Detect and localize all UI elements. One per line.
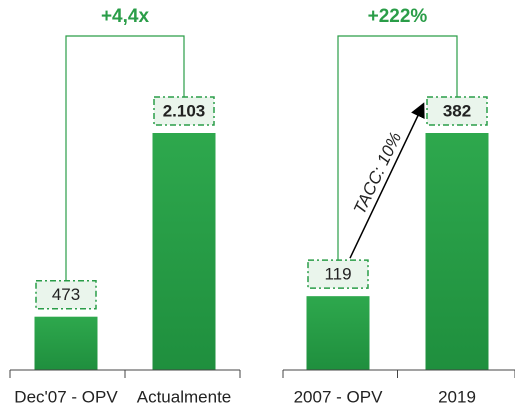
- bar: [306, 296, 370, 370]
- value-label: 473: [52, 285, 80, 304]
- value-label-box: [426, 96, 488, 126]
- value-label: 119: [324, 265, 351, 284]
- value-label: 2.103: [163, 101, 206, 120]
- value-label: 382: [443, 101, 471, 120]
- bar: [425, 133, 489, 370]
- bracket: [337, 35, 458, 261]
- value-label-box: [153, 96, 215, 126]
- bracket: [65, 35, 185, 281]
- annotation: +4,4x: [101, 6, 150, 27]
- x-tick-label: Actualmente: [137, 387, 232, 406]
- x-tick-label: 2007 - OPV: [294, 387, 383, 406]
- value-label-box: [35, 279, 97, 310]
- x-tick-label: Dec'07 - OPV: [14, 387, 118, 406]
- trend-arrow: [349, 102, 425, 259]
- trend-label: TACC: 10%: [350, 129, 405, 217]
- annotation: +222%: [368, 6, 428, 27]
- bar: [34, 316, 98, 370]
- bar: [152, 133, 216, 370]
- x-tick-label: 2019: [438, 387, 476, 406]
